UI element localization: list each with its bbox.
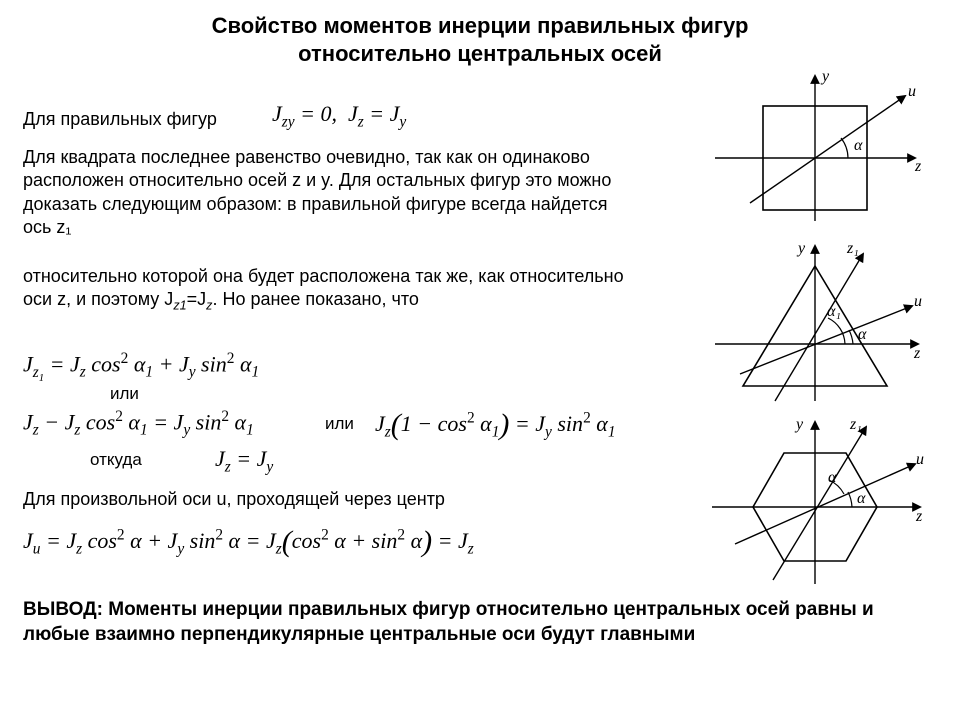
angle-arc-alpha-outer — [848, 492, 852, 507]
label-z: z — [914, 158, 922, 175]
equation-3: Jz(1 − cos2 α1) = Jy sin2 α1 — [375, 405, 616, 441]
figure-square: y z u α — [700, 66, 930, 226]
equation-1: Jz1 = Jz cos2 α1 + Jy sin2 α1 — [23, 350, 259, 384]
paragraph-1: Для квадрата последнее равенство очевидн… — [23, 146, 633, 240]
figure-hexagon: y z z₁ u α α — [700, 412, 930, 592]
label-z1: z₁ — [849, 416, 862, 433]
label-y: y — [794, 416, 804, 433]
label-u: u — [914, 293, 922, 310]
formula-main: Jzy = 0, Jz = Jy — [272, 101, 406, 131]
label-y: y — [820, 68, 830, 85]
word-or-1: или — [110, 384, 139, 404]
page-title: Свойство моментов инерции правильных фиг… — [0, 12, 960, 67]
intro-text: Для правильных фигур — [23, 108, 217, 131]
label-alpha1: α₁ — [827, 303, 841, 320]
page: { "title_line1": "Свойство моментов инер… — [0, 0, 960, 720]
title-line-2: относительно центральных осей — [298, 41, 662, 66]
label-z1: z₁ — [846, 240, 859, 257]
label-z: z — [915, 508, 923, 525]
equation-5: Ju = Jz cos2 α + Jy sin2 α = Jz(cos2 α +… — [23, 522, 474, 558]
word-or-2: или — [325, 414, 354, 434]
equation-2: Jz − Jz cos2 α1 = Jy sin2 α1 — [23, 408, 254, 440]
axis-u — [735, 464, 915, 544]
label-alpha-outer: α — [857, 490, 866, 507]
figure-triangle: y z z₁ u α α₁ — [700, 236, 930, 406]
arbitrary-axis-text: Для произвольной оси u, проходящей через… — [23, 488, 623, 511]
equation-4: Jz = Jy — [215, 446, 273, 476]
axis-u — [750, 96, 905, 203]
paragraph-2: относительно которой она будет расположе… — [23, 265, 633, 314]
angle-arc-alpha — [841, 138, 848, 158]
angle-arc-alpha1 — [828, 318, 845, 344]
axis-z1 — [775, 254, 863, 401]
label-alpha-inner: α — [828, 469, 837, 486]
label-alpha: α — [854, 137, 863, 154]
label-z: z — [913, 345, 921, 362]
conclusion-text: ВЫВОД: Моменты инерции правильных фигур … — [23, 598, 933, 647]
label-u: u — [916, 451, 924, 468]
angle-arc-alpha — [849, 330, 853, 344]
title-line-1: Свойство моментов инерции правильных фиг… — [212, 13, 749, 38]
label-u: u — [908, 83, 916, 100]
word-from-where: откуда — [90, 450, 142, 470]
label-y: y — [796, 240, 806, 257]
label-alpha: α — [858, 326, 867, 343]
